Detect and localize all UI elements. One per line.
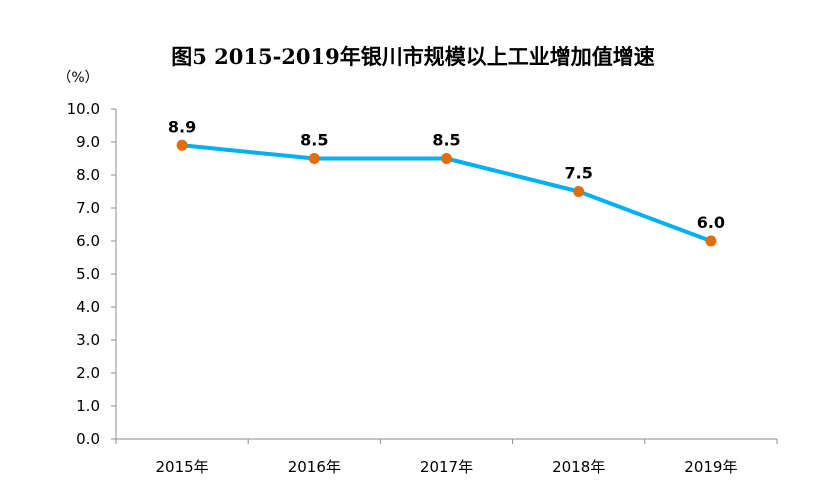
data-point — [573, 186, 585, 197]
axes: 0.0 1.0 2.0 3.0 4.0 5.0 6.0 7.0 8.0 9.0 10.0 2015年 2… — [67, 100, 778, 476]
data-label: 8.5 — [432, 131, 460, 150]
y-tick-label: 6.0 — [76, 232, 100, 250]
data-label: 8.9 — [168, 117, 196, 136]
x-tick-label: 2017年 — [420, 458, 473, 476]
data-label: 7.5 — [565, 164, 593, 183]
x-tick-label: 2015年 — [156, 458, 209, 476]
y-tick-label: 7.0 — [76, 199, 100, 217]
y-tick-label: 5.0 — [76, 265, 100, 283]
y-tick-label: 10.0 — [67, 100, 100, 118]
y-tick-label: 1.0 — [76, 397, 100, 415]
y-tick-label: 4.0 — [76, 298, 100, 316]
y-tick-label: 3.0 — [76, 331, 100, 349]
markers — [176, 139, 717, 247]
y-tick-label: 8.0 — [76, 166, 100, 184]
data-point — [441, 153, 452, 164]
x-tick-label: 2018年 — [552, 458, 605, 476]
data-point — [705, 235, 717, 247]
data-point — [308, 153, 320, 164]
data-label: 8.5 — [300, 131, 328, 150]
y-tick-label: 2.0 — [76, 364, 100, 382]
data-labels: 8.9 8.5 8.5 7.5 6.0 — [168, 117, 725, 232]
y-tick-label: 0.0 — [76, 430, 100, 448]
y-tick-label: 9.0 — [76, 133, 100, 151]
data-point — [176, 139, 188, 151]
x-tick-label: 2019年 — [684, 458, 737, 476]
x-tick-label: 2016年 — [288, 458, 341, 476]
chart-title: 图5 2015-2019年银川市规模以上工业增加值增速 — [171, 44, 655, 69]
data-label: 6.0 — [697, 213, 725, 232]
y-axis-unit-label: （%） — [57, 70, 98, 86]
